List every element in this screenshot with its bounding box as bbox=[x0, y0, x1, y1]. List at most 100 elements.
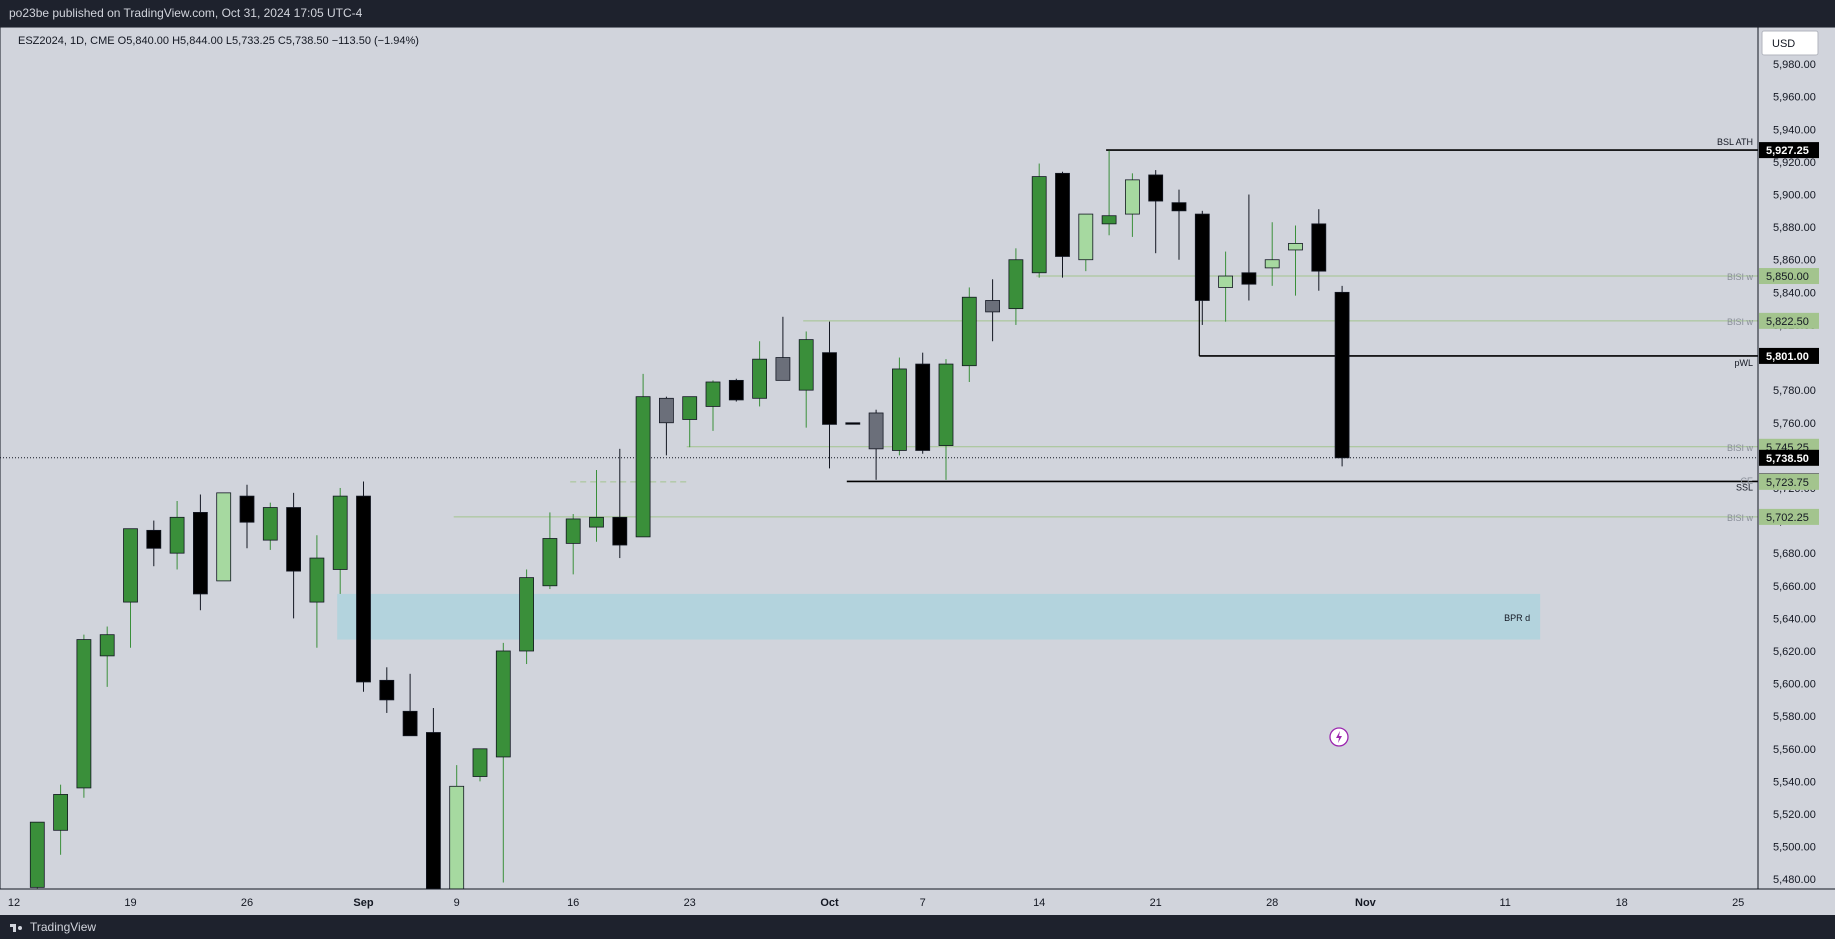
candle[interactable] bbox=[589, 470, 604, 542]
candle-body bbox=[309, 557, 325, 603]
candle[interactable] bbox=[938, 359, 954, 480]
candle[interactable] bbox=[752, 341, 767, 407]
last-price-tag-text: 5,738.50 bbox=[1766, 453, 1809, 465]
candle[interactable] bbox=[1101, 150, 1117, 236]
candle-body bbox=[822, 352, 837, 425]
candle[interactable] bbox=[868, 409, 884, 480]
candle[interactable] bbox=[216, 492, 232, 582]
candle[interactable] bbox=[123, 528, 138, 648]
candle-body bbox=[589, 516, 604, 528]
candle[interactable] bbox=[775, 316, 791, 381]
candle[interactable] bbox=[659, 396, 674, 456]
candle[interactable] bbox=[192, 494, 208, 611]
candle-body bbox=[612, 516, 628, 546]
candle[interactable] bbox=[612, 448, 628, 559]
candle[interactable] bbox=[822, 321, 837, 469]
x-tick-label: Oct bbox=[820, 897, 839, 909]
y-tick-label: 5,500.00 bbox=[1773, 842, 1816, 854]
candle[interactable] bbox=[1218, 251, 1233, 322]
candle[interactable] bbox=[379, 667, 395, 713]
lightning-icon[interactable] bbox=[1329, 727, 1349, 747]
candle[interactable] bbox=[332, 487, 348, 594]
candle[interactable] bbox=[845, 422, 861, 425]
candle[interactable] bbox=[402, 673, 418, 737]
price-tag-text: 5,850.00 bbox=[1766, 271, 1809, 283]
candle[interactable] bbox=[635, 373, 651, 538]
candle[interactable] bbox=[425, 708, 441, 929]
level-label: BSL ATH bbox=[1717, 137, 1753, 147]
candle[interactable] bbox=[892, 357, 907, 456]
currency-button[interactable]: USD bbox=[1761, 30, 1819, 56]
candle-body bbox=[635, 396, 651, 538]
candle[interactable] bbox=[1171, 189, 1187, 260]
candle[interactable] bbox=[915, 352, 931, 454]
candle-body bbox=[1008, 259, 1024, 310]
candle[interactable] bbox=[1241, 194, 1257, 301]
candle[interactable] bbox=[1078, 213, 1094, 272]
candle[interactable] bbox=[53, 784, 68, 855]
published-text: po23be published on TradingView.com, Oct… bbox=[9, 6, 363, 20]
candle[interactable] bbox=[1334, 285, 1350, 467]
level-label: pWL bbox=[1734, 358, 1753, 368]
candle[interactable] bbox=[99, 626, 115, 687]
candle-body bbox=[1125, 179, 1140, 215]
candle-body bbox=[29, 821, 45, 888]
candle[interactable] bbox=[519, 569, 534, 665]
x-tick-label: 14 bbox=[1033, 897, 1045, 909]
candle-body bbox=[123, 528, 138, 603]
price-tag: 5,723.75 bbox=[1759, 473, 1819, 490]
price-tag: 5,702.25 bbox=[1759, 508, 1819, 525]
candle[interactable] bbox=[146, 520, 162, 567]
candle-body bbox=[495, 650, 511, 758]
tradingview-footer: TradingView bbox=[0, 915, 1835, 939]
candle[interactable] bbox=[356, 481, 371, 692]
x-tick-label: 26 bbox=[241, 897, 253, 909]
candle[interactable] bbox=[1194, 210, 1210, 325]
price-axis[interactable] bbox=[1758, 27, 1835, 915]
price-tag-text: 5,801.00 bbox=[1766, 351, 1809, 363]
candle[interactable] bbox=[542, 512, 558, 590]
candle-body bbox=[1241, 272, 1257, 285]
candle[interactable] bbox=[472, 748, 488, 782]
candle[interactable] bbox=[1148, 170, 1164, 254]
candle[interactable] bbox=[1055, 171, 1070, 278]
candle[interactable] bbox=[495, 642, 511, 883]
candle[interactable] bbox=[705, 380, 721, 431]
candle[interactable] bbox=[1264, 222, 1280, 286]
candle-body bbox=[798, 339, 814, 391]
y-tick-label: 5,880.00 bbox=[1773, 222, 1816, 234]
candle-body bbox=[286, 507, 302, 572]
last-price-tag-bg bbox=[1759, 449, 1819, 466]
candle[interactable] bbox=[1031, 163, 1047, 278]
candle[interactable] bbox=[286, 492, 302, 619]
candle[interactable] bbox=[239, 484, 255, 549]
candle[interactable] bbox=[961, 287, 977, 382]
candle[interactable] bbox=[1311, 209, 1327, 291]
candle[interactable] bbox=[309, 535, 325, 648]
candle[interactable] bbox=[565, 514, 581, 575]
candle[interactable] bbox=[262, 502, 278, 550]
candle-body bbox=[1218, 275, 1233, 288]
currency-label: USD bbox=[1772, 38, 1795, 50]
price-tag: 5,927.25 bbox=[1759, 142, 1819, 159]
candle-body bbox=[262, 507, 278, 541]
candle[interactable] bbox=[1288, 225, 1303, 296]
time-axis[interactable] bbox=[0, 889, 1835, 915]
candle[interactable] bbox=[169, 501, 185, 570]
candle[interactable] bbox=[1008, 248, 1024, 325]
candle[interactable] bbox=[985, 279, 1000, 342]
y-tick-label: 5,920.00 bbox=[1773, 157, 1816, 169]
y-tick-label: 5,640.00 bbox=[1773, 613, 1816, 625]
candle[interactable] bbox=[798, 331, 814, 428]
candle[interactable] bbox=[76, 634, 92, 798]
candle-body bbox=[53, 794, 68, 831]
candle[interactable] bbox=[682, 396, 698, 448]
candle[interactable] bbox=[728, 378, 744, 402]
candle-body bbox=[519, 577, 534, 652]
candle[interactable] bbox=[29, 821, 45, 896]
price-tag: 5,801.00 bbox=[1759, 347, 1819, 364]
x-tick-label: 19 bbox=[124, 897, 136, 909]
chart-area[interactable]: BPR d BSL ATH BISI w BISI w pWL BISI w SSL CE B… bbox=[0, 26, 1835, 932]
candle[interactable] bbox=[1125, 173, 1140, 237]
